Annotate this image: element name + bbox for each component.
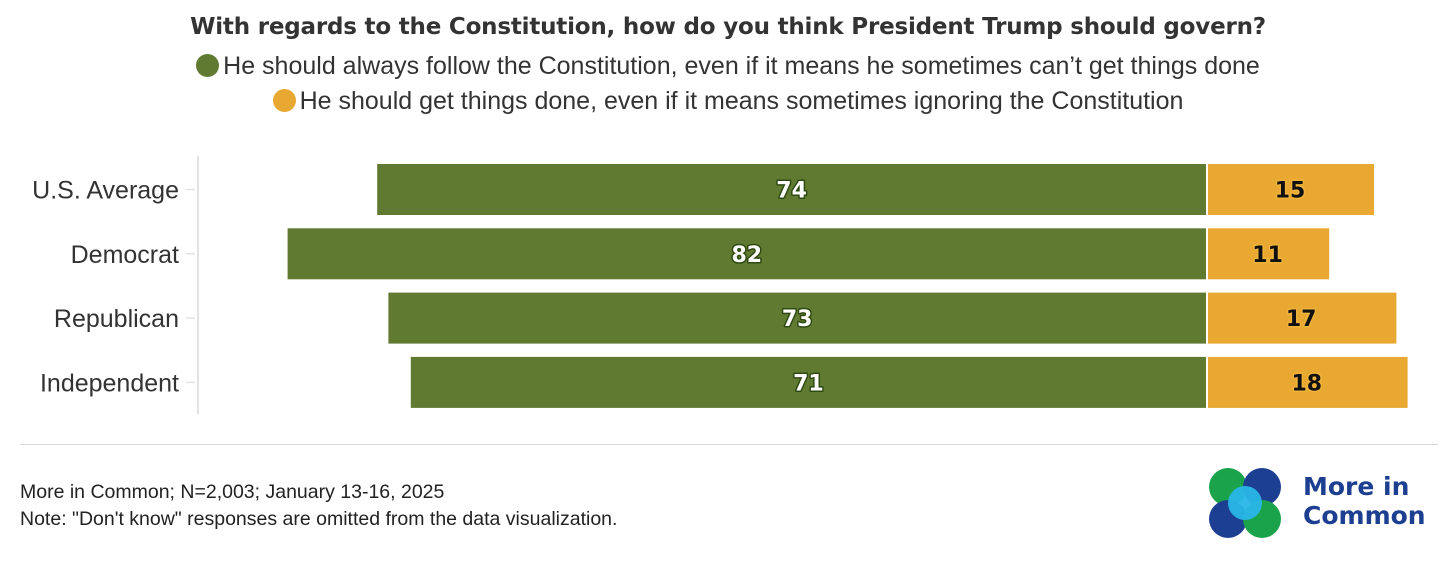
bar-follow-constitution-republican <box>388 292 1206 344</box>
category-label-republican: Republican <box>54 305 179 333</box>
source-text: More in Common; N=2,003; January 13-16, … <box>20 481 445 503</box>
category-label-independent: Independent <box>40 369 179 397</box>
bar-follow-constitution-u-s-average <box>377 164 1206 215</box>
legend-swatch-orange <box>272 89 296 112</box>
value-label-done-u-s-average: 15 <box>1275 179 1306 204</box>
logo-mark-icon <box>1209 468 1281 538</box>
bar-get-things-done-independent <box>1208 356 1408 408</box>
value-label-done-democrat: 11 <box>1252 243 1283 268</box>
value-label-follow-u-s-average: 74 <box>776 179 807 204</box>
legend-item-get-things-done: He should get things done, even if it me… <box>0 87 1456 116</box>
logo-circle-center <box>1228 486 1262 520</box>
value-label-follow-independent: 71 <box>793 371 824 396</box>
value-label-follow-republican: 73 <box>782 307 813 332</box>
more-in-common-logo: More in Common <box>1207 466 1447 540</box>
logo-text-line1: More in <box>1303 472 1410 501</box>
category-label-democrat: Democrat <box>71 241 179 269</box>
bar-follow-constitution-independent <box>410 356 1206 408</box>
bar-get-things-done-u-s-average <box>1208 164 1374 215</box>
logo-wordmark: More in Common <box>1303 472 1426 530</box>
value-label-follow-democrat: 82 <box>731 243 762 268</box>
legend-swatch-green <box>196 54 220 77</box>
chart-title: With regards to the Constitution, how do… <box>190 14 1266 40</box>
value-label-done-republican: 17 <box>1286 307 1317 332</box>
bar-get-things-done-republican <box>1208 292 1397 344</box>
footer-divider <box>20 444 1438 445</box>
bar-follow-constitution-democrat <box>287 228 1207 280</box>
value-label-done-independent: 18 <box>1291 371 1322 396</box>
legend-label-follow-constitution: He should always follow the Constitution… <box>223 52 1260 80</box>
bar-chart: U.S. Average 74 15 Democrat 82 11 Republican 73… <box>32 156 1408 414</box>
legend-label-get-things-done: He should get things done, even if it me… <box>299 87 1184 115</box>
category-label-u-s-average: U.S. Average <box>32 177 179 205</box>
legend-item-follow-constitution: He should always follow the Constitution… <box>0 52 1456 81</box>
note-text: Note: "Don't know" responses are omitted… <box>20 508 618 530</box>
logo-text-line2: Common <box>1303 501 1426 530</box>
bar-get-things-done-democrat <box>1208 228 1330 280</box>
